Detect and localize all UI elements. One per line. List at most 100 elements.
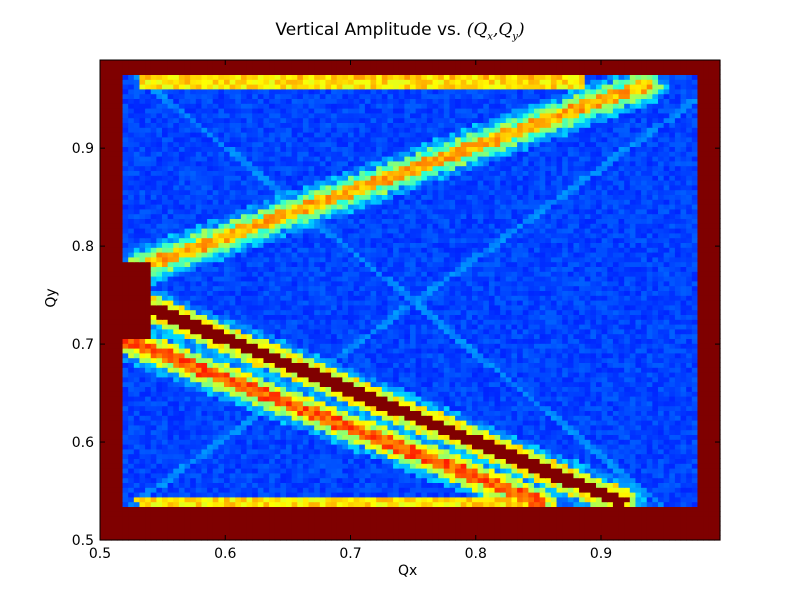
heatmap-cell [584,520,591,527]
heatmap-cell [669,434,676,440]
heatmap-cell [612,453,620,459]
heatmap-cell [235,386,242,392]
heatmap-cell [680,506,687,512]
heatmap-cell [680,328,687,335]
heatmap-cell [111,487,118,493]
heatmap-cell [190,338,197,344]
heatmap-cell [348,434,355,440]
heatmap-cell [263,343,270,349]
heatmap-cell [381,463,389,469]
heatmap-cell [314,429,321,435]
heatmap-cell [286,367,293,373]
heatmap-cell [229,453,236,459]
heatmap-cell [703,453,710,459]
heatmap-cell [455,376,462,383]
heatmap-cell [297,319,304,325]
heatmap-cell [139,352,146,359]
heatmap-cell [674,482,682,488]
heatmap-cell [691,367,699,373]
heatmap-cell [466,468,473,474]
heatmap-cell [291,530,298,536]
heatmap-cell [573,501,580,507]
heatmap-cell [162,516,169,522]
heatmap-cell [133,525,141,531]
heatmap-cell [494,381,501,387]
heatmap-cell [190,501,197,507]
heatmap-cell [162,477,169,483]
heatmap-cell [162,506,169,512]
heatmap-cell [404,400,411,407]
heatmap-cell [618,352,625,359]
heatmap-cell [421,328,428,335]
heatmap-cell [364,448,372,455]
heatmap-cell [105,458,112,464]
heatmap-cell [212,496,219,503]
heatmap-cell [252,348,259,354]
heatmap-cell [122,458,129,464]
heatmap-cell [331,463,338,469]
heatmap-cell [618,357,625,363]
heatmap-cell [353,386,360,392]
heatmap-cell [302,448,310,455]
heatmap-cell [297,324,304,330]
heatmap-cell [646,468,653,474]
heatmap-cell [184,386,191,392]
heatmap-cell [686,386,693,392]
heatmap-cell [286,458,293,464]
heatmap-cell [703,391,710,397]
heatmap-cell [635,468,642,474]
heatmap-cell [584,463,591,469]
heatmap-cell [714,362,721,368]
heatmap-cell [477,420,484,426]
heatmap-cell [635,463,642,469]
heatmap-cell [252,535,259,541]
heatmap-cell [686,405,693,411]
heatmap-cell [190,448,197,455]
heatmap-cell [460,362,467,368]
heatmap-cell [398,343,405,349]
heatmap-cell [584,501,591,507]
heatmap-cell [674,396,682,402]
heatmap-cell [178,357,186,363]
heatmap-cell [432,386,439,392]
heatmap-cell [128,333,135,339]
heatmap-cell [466,458,473,464]
heatmap-cell [455,434,462,440]
heatmap-cell [184,352,191,359]
heatmap-cell [562,530,569,536]
heatmap-cell [393,424,400,431]
heatmap-cell [393,492,400,498]
heatmap-cell [528,420,535,426]
heatmap-cell [145,463,152,469]
heatmap-cell [596,525,603,531]
heatmap-cell [708,496,715,503]
heatmap-cell [111,496,118,503]
heatmap-cell [207,434,214,440]
heatmap-cell [646,535,653,541]
heatmap-cell [116,472,124,479]
heatmap-cell [336,448,343,455]
heatmap-cell [584,391,591,397]
heatmap-cell [218,376,225,383]
heatmap-cell [404,386,411,392]
heatmap-cell [488,348,496,354]
heatmap-cell [122,511,129,517]
heatmap-cell [680,520,687,527]
heatmap-cell [601,477,608,483]
heatmap-cell [376,453,383,459]
heatmap-cell [387,520,394,527]
heatmap-cell [111,439,118,445]
heatmap-cell [370,482,377,488]
heatmap-cell [477,348,484,354]
heatmap-cell [449,482,456,488]
heatmap-cell [331,328,338,335]
heatmap-cell [562,463,569,469]
heatmap-cell [517,468,524,474]
heatmap-cell [122,487,129,493]
heatmap-cell [184,429,191,435]
heatmap-cell [455,324,462,330]
heatmap-cell [224,396,231,402]
heatmap-cell [150,420,157,426]
heatmap-cell [500,506,507,512]
heatmap-cell [100,520,107,527]
